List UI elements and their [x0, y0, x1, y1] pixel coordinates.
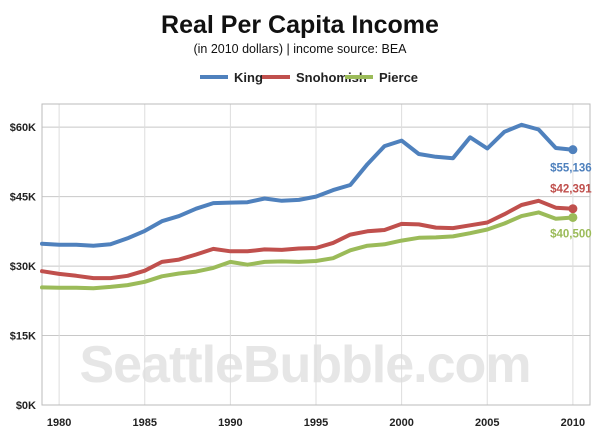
x-tick-label: 2010	[561, 417, 585, 429]
end-labels: $55,136 $42,391 $40,500	[550, 163, 592, 241]
x-tick-label: 1990	[218, 417, 242, 429]
legend-label-pierce: Pierce	[379, 70, 418, 85]
end-point-pierce	[568, 212, 578, 222]
x-tick-label: 2005	[475, 417, 499, 429]
legend-label-snohomish: Snohomish	[296, 70, 367, 85]
end-label-snohomish: $42,391	[550, 184, 592, 196]
y-tick-label: $0K	[16, 400, 36, 412]
y-tick-label: $15K	[10, 331, 36, 343]
series-line-pierce	[40, 210, 575, 291]
plot-frame	[41, 103, 591, 406]
end-point-king	[568, 145, 578, 155]
x-tick-label: 2000	[389, 417, 413, 429]
end-label-king: $55,136	[550, 163, 592, 175]
watermark: SeattleBubble.com	[79, 336, 530, 394]
legend: King Snohomish Pierce	[200, 70, 418, 85]
series-line-snohomish	[40, 198, 575, 281]
chart-title: Real Per Capita Income	[161, 11, 439, 39]
x-tick-label: 1995	[304, 417, 328, 429]
y-tick-label: $30K	[10, 261, 36, 273]
y-axis: $0K $15K $30K $45K $60K	[10, 122, 36, 412]
grid	[41, 103, 591, 406]
series-group	[40, 122, 578, 291]
y-tick-label: $60K	[10, 122, 36, 134]
end-label-pierce: $40,500	[550, 228, 592, 240]
legend-label-king: King	[234, 70, 263, 85]
x-tick-label: 1985	[133, 417, 157, 429]
x-axis: 1980 1985 1990 1995 2000 2005 2010	[47, 417, 585, 429]
y-tick-label: $45K	[10, 192, 36, 204]
chart-subtitle: (in 2010 dollars) | income source: BEA	[193, 42, 407, 56]
end-point-snohomish	[568, 204, 578, 214]
x-tick-label: 1980	[47, 417, 71, 429]
series-line-king	[40, 122, 575, 248]
